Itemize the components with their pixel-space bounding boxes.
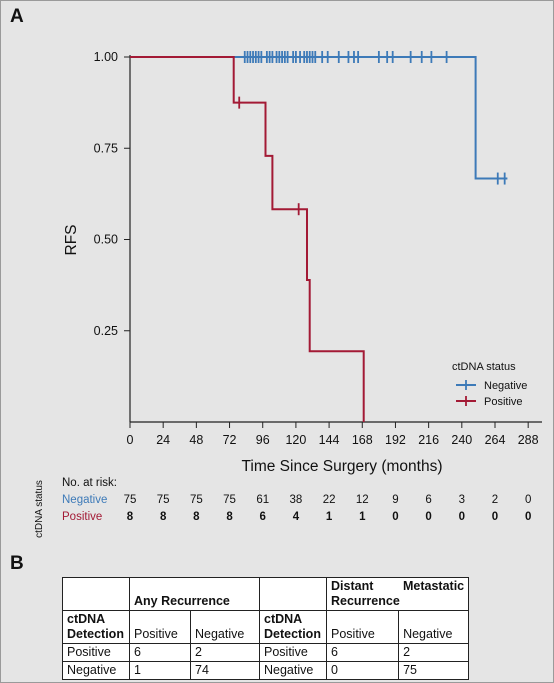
risk-value: 38	[290, 494, 303, 506]
x-tick-label: 24	[156, 433, 170, 447]
risk-value: 9	[392, 494, 398, 506]
risk-value: 6	[260, 511, 266, 523]
risk-row-label: Negative	[62, 494, 107, 506]
risk-value: 1	[326, 511, 333, 523]
risk-table-group-label: ctDNA status	[34, 480, 45, 538]
legend-label-negative: Negative	[484, 380, 527, 392]
table-subheader-row: ctDNA Detection Positive Negative ctDNA …	[62, 610, 470, 644]
risk-value: 0	[459, 511, 465, 523]
x-tick-label: 168	[352, 433, 373, 447]
row-label: Negative	[62, 661, 130, 680]
x-tick-label: 288	[518, 433, 539, 447]
risk-value: 8	[127, 511, 134, 523]
table-cell: 6	[129, 643, 191, 662]
risk-value: 22	[323, 494, 336, 506]
risk-value: 1	[359, 511, 366, 523]
table-cell: 0	[325, 661, 400, 680]
table-cell: 2	[398, 643, 470, 662]
risk-value: 6	[425, 494, 431, 506]
any-recurrence-header: Any Recurrence	[129, 577, 260, 611]
risk-value: 0	[525, 511, 531, 523]
x-tick-label: 264	[485, 433, 506, 447]
table-cell: 2	[190, 643, 260, 662]
metastatic-header: Metastatic	[403, 579, 465, 593]
risk-table-title: No. at risk:	[62, 477, 117, 489]
table-row: Positive 6 2 Positive 6 2	[62, 643, 470, 662]
x-tick-label: 120	[285, 433, 306, 447]
table-empty-cell	[259, 577, 327, 611]
risk-value: 8	[160, 511, 167, 523]
x-tick-label: 192	[385, 433, 406, 447]
risk-value: 12	[356, 494, 369, 506]
table-cell: 74	[190, 661, 260, 680]
risk-row-label: Positive	[62, 511, 102, 523]
distant-metastatic-header: Distant Recurrence Metastatic	[325, 577, 470, 611]
y-tick-label: 0.75	[94, 141, 118, 155]
negative-header: Negative	[398, 610, 470, 644]
risk-value: 75	[190, 494, 203, 506]
table-header-row: Any Recurrence Distant Recurrence Metast…	[62, 577, 470, 611]
x-tick-label: 144	[319, 433, 340, 447]
risk-value: 61	[256, 494, 269, 506]
x-axis-title: Time Since Surgery (months)	[242, 458, 443, 475]
x-tick-label: 72	[223, 433, 237, 447]
risk-value: 8	[193, 511, 200, 523]
y-tick-label: 0.25	[94, 324, 118, 338]
x-tick-label: 0	[127, 433, 134, 447]
risk-value: 2	[492, 494, 498, 506]
panel-label-b: B	[10, 553, 24, 574]
risk-value: 3	[459, 494, 465, 506]
row-label: Negative	[259, 661, 327, 680]
y-tick-label: 0.50	[94, 233, 118, 247]
table-cell: 6	[325, 643, 400, 662]
row-label: Positive	[259, 643, 327, 662]
legend-label-positive: Positive	[484, 396, 523, 408]
risk-value: 0	[392, 511, 398, 523]
km-curve-positive	[130, 56, 365, 422]
table-empty-cell	[62, 577, 130, 611]
legend-title: ctDNA status	[452, 361, 516, 373]
distant-recurrence-header: Distant Recurrence	[331, 579, 400, 608]
detection-header: ctDNA Detection	[259, 610, 327, 644]
positive-header: Positive	[129, 610, 191, 644]
x-tick-label: 96	[256, 433, 270, 447]
risk-value: 75	[124, 494, 137, 506]
row-label: Positive	[62, 643, 130, 662]
risk-value: 8	[226, 511, 233, 523]
risk-value: 75	[223, 494, 236, 506]
table-row: Negative 1 74 Negative 0 75	[62, 661, 470, 680]
risk-value: 4	[293, 511, 300, 523]
x-tick-label: 48	[189, 433, 203, 447]
table-cell: 75	[398, 661, 470, 680]
kaplan-meier-chart: 0 24 48 72 96 120 144 168 192 216 240 264 2881.000.7…	[34, 50, 542, 538]
panel-label-a: A	[10, 6, 24, 27]
risk-value: 0	[425, 511, 431, 523]
table-cell: 1	[129, 661, 191, 680]
x-tick-label: 240	[451, 433, 472, 447]
positive-header: Positive	[325, 610, 400, 644]
recurrence-table: Any Recurrence Distant Recurrence Metast…	[62, 577, 470, 680]
x-tick-label: 216	[418, 433, 439, 447]
km-curve-negative	[130, 56, 508, 180]
risk-value: 0	[525, 494, 531, 506]
y-axis-title: RFS	[63, 225, 80, 256]
y-tick-label: 1.00	[94, 50, 118, 64]
risk-value: 75	[157, 494, 170, 506]
risk-value: 0	[492, 511, 498, 523]
negative-header: Negative	[190, 610, 260, 644]
detection-header: ctDNA Detection	[62, 610, 130, 644]
